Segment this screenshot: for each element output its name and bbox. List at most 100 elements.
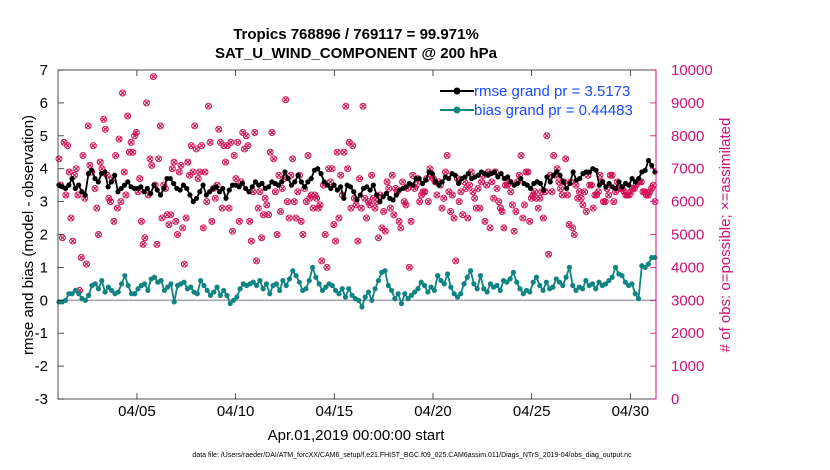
bias-point xyxy=(454,294,461,300)
obs-assimilated-mark xyxy=(607,172,613,178)
obs-point xyxy=(265,211,273,219)
rmse-point xyxy=(616,179,622,185)
bias-point xyxy=(132,291,138,297)
x-axis-label: Apr.01,2019 00:00:00 start xyxy=(268,427,446,444)
obs-point xyxy=(156,122,164,130)
obs-point xyxy=(397,224,405,232)
rmse-point xyxy=(393,192,399,198)
obs-point xyxy=(374,234,382,242)
obs-assimilated-mark xyxy=(315,205,321,211)
obs-point xyxy=(531,188,539,196)
bias-point xyxy=(421,282,428,289)
legend: rmse grand pr = 3.5173 bias grand pr = 0… xyxy=(435,79,647,123)
obs-assimilated-mark xyxy=(597,172,603,178)
obs-assimilated-mark xyxy=(499,208,505,215)
bias-point xyxy=(237,286,243,292)
bias-point xyxy=(309,264,316,270)
rmse-point xyxy=(475,172,481,178)
x-tick-label: 04/10 xyxy=(217,403,255,420)
bias-point xyxy=(342,294,349,300)
rmse-point xyxy=(626,182,632,188)
obs-point xyxy=(526,217,534,225)
obs-assimilated-mark xyxy=(159,215,165,221)
obs-point xyxy=(105,194,113,202)
bias-point xyxy=(530,279,536,285)
rmse-point xyxy=(338,184,344,190)
obs-point xyxy=(218,204,226,212)
bias-point xyxy=(102,289,108,295)
obs-point xyxy=(153,240,161,248)
rmse-point xyxy=(177,187,183,193)
obs-point xyxy=(493,184,501,192)
obs-assimilated-mark xyxy=(569,225,576,231)
bias-point xyxy=(520,291,526,297)
obs-assimilated-mark xyxy=(590,205,596,211)
obs-assimilated-mark xyxy=(482,218,488,224)
obs-point xyxy=(323,263,331,271)
obs-point xyxy=(198,142,206,150)
obs-point xyxy=(364,198,372,206)
obs-assimilated-mark xyxy=(344,166,351,172)
rmse-point xyxy=(89,167,95,173)
obs-assimilated-mark xyxy=(192,123,198,129)
rmse-point xyxy=(157,192,164,198)
bias-point xyxy=(497,287,503,294)
rmse-point xyxy=(148,190,154,196)
obs-point xyxy=(366,201,374,209)
obs-assimilated-mark xyxy=(406,264,413,271)
rmse-point xyxy=(547,179,553,185)
obs-point xyxy=(158,214,166,222)
obs-assimilated-mark xyxy=(90,143,96,149)
obs-point xyxy=(124,112,132,120)
rmse-point xyxy=(236,184,242,190)
obs-assimilated-mark xyxy=(545,251,552,257)
rmse-point xyxy=(180,182,187,188)
rmse-point xyxy=(226,187,232,193)
bias-point xyxy=(303,286,309,292)
rmse-point xyxy=(112,172,118,178)
obs-point xyxy=(72,165,80,173)
obs-assimilated-mark xyxy=(269,129,275,136)
obs-point xyxy=(409,171,417,179)
bias-point xyxy=(286,276,293,282)
obs-point xyxy=(191,122,199,130)
bias-point xyxy=(290,268,296,274)
x-tick-label: 04/30 xyxy=(612,403,650,420)
obs-assimilated-mark xyxy=(408,218,414,224)
obs-assimilated-mark xyxy=(523,169,529,175)
obs-assimilated-mark xyxy=(107,198,114,205)
obs-assimilated-mark xyxy=(168,212,174,218)
obs-assimilated-mark xyxy=(207,139,213,146)
bias-point xyxy=(431,287,437,294)
obs-point xyxy=(270,155,278,163)
obs-assimilated-mark xyxy=(581,189,588,195)
obs-point xyxy=(184,158,192,166)
obs-assimilated-mark xyxy=(606,192,612,198)
obs-assimilated-mark xyxy=(317,202,323,208)
rmse-point xyxy=(321,179,327,185)
obs-point xyxy=(277,207,285,215)
bias-point xyxy=(356,297,362,303)
rmse-point xyxy=(121,182,128,188)
bias-point xyxy=(283,282,289,289)
obs-point xyxy=(253,257,261,265)
obs-assimilated-mark xyxy=(650,182,656,188)
rmse-point xyxy=(632,179,638,185)
obs-assimilated-mark xyxy=(70,238,76,244)
obs-point xyxy=(440,194,448,202)
obs-assimilated-mark xyxy=(387,205,394,211)
obs-assimilated-mark xyxy=(511,228,517,234)
rmse-point xyxy=(207,189,213,195)
obs-assimilated-mark xyxy=(460,212,466,218)
bias-point xyxy=(425,289,431,295)
bias-point xyxy=(125,282,131,289)
obs-point xyxy=(155,155,163,163)
bias-point xyxy=(402,291,408,297)
obs-assimilated-mark xyxy=(389,172,395,178)
obs-point xyxy=(433,191,441,199)
rmse-point xyxy=(603,184,609,190)
obs-assimilated-mark xyxy=(219,205,225,211)
obs-point xyxy=(625,191,633,199)
obs-assimilated-mark xyxy=(508,189,514,195)
rmse-point xyxy=(308,175,314,182)
